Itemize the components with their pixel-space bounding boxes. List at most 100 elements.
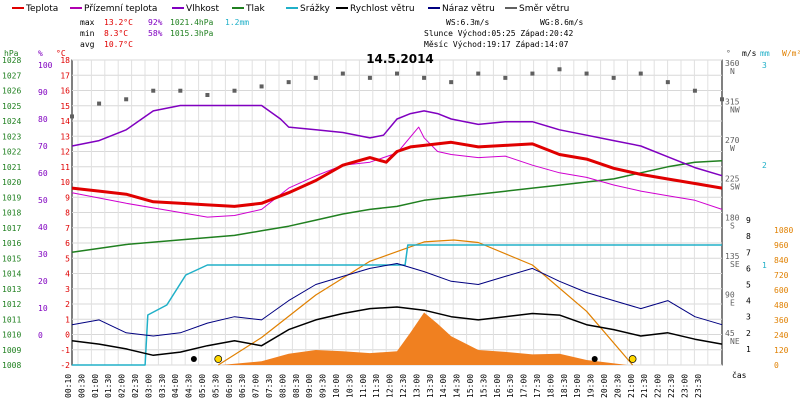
x-tick: 05:30 — [211, 374, 220, 398]
wind-direction-point — [395, 71, 399, 76]
x-tick: 13:00 — [412, 374, 421, 398]
hpa-tick: 1014 — [2, 270, 21, 279]
ms-tick: 4 — [746, 297, 751, 306]
ms-tick: 7 — [746, 248, 751, 257]
pct-tick: 80 — [38, 115, 48, 124]
unit-time: čas — [732, 370, 747, 380]
ms-tick: 5 — [746, 280, 751, 289]
pct-tick: 100 — [38, 61, 53, 70]
x-tick: 03:30 — [158, 374, 167, 398]
hpa-tick: 1017 — [2, 224, 21, 233]
legend-label: Teplota — [25, 4, 58, 14]
x-tick: 15:30 — [479, 374, 488, 398]
dir-tick: 180 — [725, 213, 740, 222]
info-wg: WG:8.6m/s — [540, 18, 584, 27]
x-tick: 00:30 — [77, 374, 86, 398]
wind-direction-point — [584, 71, 589, 76]
hpa-tick: 1013 — [2, 285, 21, 294]
ms-tick: 3 — [746, 313, 751, 322]
temperature-line — [71, 140, 723, 208]
ms-tick: 9 — [746, 216, 751, 225]
unit-hpa: hPa — [4, 49, 19, 58]
hpa-tick: 1015 — [2, 254, 21, 263]
stat-pressure: 1015.3hPa — [170, 29, 214, 38]
x-tick: 17:00 — [520, 374, 529, 398]
hpa-tick: 1009 — [2, 346, 21, 355]
unit-degc: °C — [56, 49, 66, 58]
dir-tick: 90 — [725, 290, 735, 299]
pct-tick: 0 — [38, 331, 43, 340]
wind-direction-point — [638, 71, 643, 76]
wind-direction-point — [692, 88, 697, 93]
unit-deg: ° — [726, 49, 731, 58]
wind-direction-point — [530, 71, 535, 76]
wind-gust-line — [71, 263, 723, 337]
x-tick: 10:30 — [345, 374, 354, 398]
wind-direction-point — [720, 97, 724, 102]
dir-tick: 270 — [725, 136, 740, 145]
sunrise-marker — [214, 355, 223, 363]
x-tick: 01:00 — [91, 374, 100, 398]
dir-compass: W — [730, 144, 735, 153]
legend-label: Vlhkost — [186, 4, 219, 14]
x-tick: 05:00 — [198, 374, 207, 398]
dir-tick: 225 — [725, 175, 740, 184]
dir-tick: 45 — [725, 329, 735, 338]
hpa-tick: 1016 — [2, 239, 21, 248]
degc-tick: 15 — [60, 102, 70, 111]
stat-rain: 1.2mm — [225, 18, 249, 27]
wind-direction-point — [313, 75, 318, 80]
x-tick: 16:00 — [493, 374, 502, 398]
rain-total-line — [72, 244, 722, 366]
unit-ms: m/s — [742, 49, 757, 58]
degc-tick: 1 — [65, 315, 70, 324]
degc-tick: 7 — [65, 224, 70, 233]
wind-direction-point — [97, 101, 102, 106]
x-tick: 12:30 — [399, 374, 408, 398]
stat-temp: 8.3°C — [104, 29, 128, 38]
dir-tick: 360 — [725, 59, 740, 68]
hpa-tick: 1011 — [2, 315, 21, 324]
info-moon: Měsíc Východ:19:17 Západ:14:07 — [424, 40, 569, 49]
x-tick: 15:00 — [466, 374, 475, 398]
degc-tick: 3 — [65, 285, 70, 294]
x-tick: 22:30 — [667, 374, 676, 398]
x-tick: 01:30 — [104, 374, 113, 398]
solar-measured-area — [220, 312, 628, 365]
pct-tick: 20 — [38, 277, 48, 286]
x-tick: 00:10 — [64, 374, 73, 398]
mm-tick: 2 — [762, 161, 767, 170]
wm2-tick: 360 — [774, 316, 789, 325]
hpa-tick: 1021 — [2, 163, 21, 172]
x-tick: 21:00 — [627, 374, 636, 398]
degc-tick: 0 — [65, 331, 70, 340]
wind-direction-point — [205, 93, 210, 97]
hpa-tick: 1027 — [2, 71, 21, 80]
hpa-tick: 1018 — [2, 209, 21, 218]
legend-label: Srážky — [300, 4, 331, 14]
stat-temp: 13.2°C — [104, 18, 133, 27]
wm2-tick: 480 — [774, 301, 789, 310]
wind-direction-point — [503, 75, 508, 80]
x-tick: 18:00 — [546, 374, 555, 398]
degc-tick: -1 — [60, 346, 70, 355]
degc-tick: 4 — [65, 270, 70, 279]
legend-label: Přízemní teplota — [84, 4, 157, 14]
info-sun: Slunce Východ:05:25 Západ:20:42 — [424, 29, 573, 38]
ground-temperature-line — [71, 126, 723, 218]
wind-direction-point — [259, 84, 264, 89]
chart-title: 14.5.2014 — [366, 52, 434, 66]
hpa-tick: 1020 — [2, 178, 21, 187]
legend-label: Rychlost větru — [350, 4, 415, 14]
wind-direction-point — [611, 75, 616, 80]
degc-tick: 2 — [65, 300, 70, 309]
hpa-tick: 1023 — [2, 132, 21, 141]
x-tick: 07:30 — [265, 374, 274, 398]
wm2-tick: 720 — [774, 271, 789, 280]
dir-compass: NW — [730, 106, 740, 115]
pct-tick: 40 — [38, 223, 48, 232]
dir-compass: NE — [730, 337, 740, 346]
stat-label: max — [80, 18, 95, 27]
x-tick: 16:30 — [506, 374, 515, 398]
